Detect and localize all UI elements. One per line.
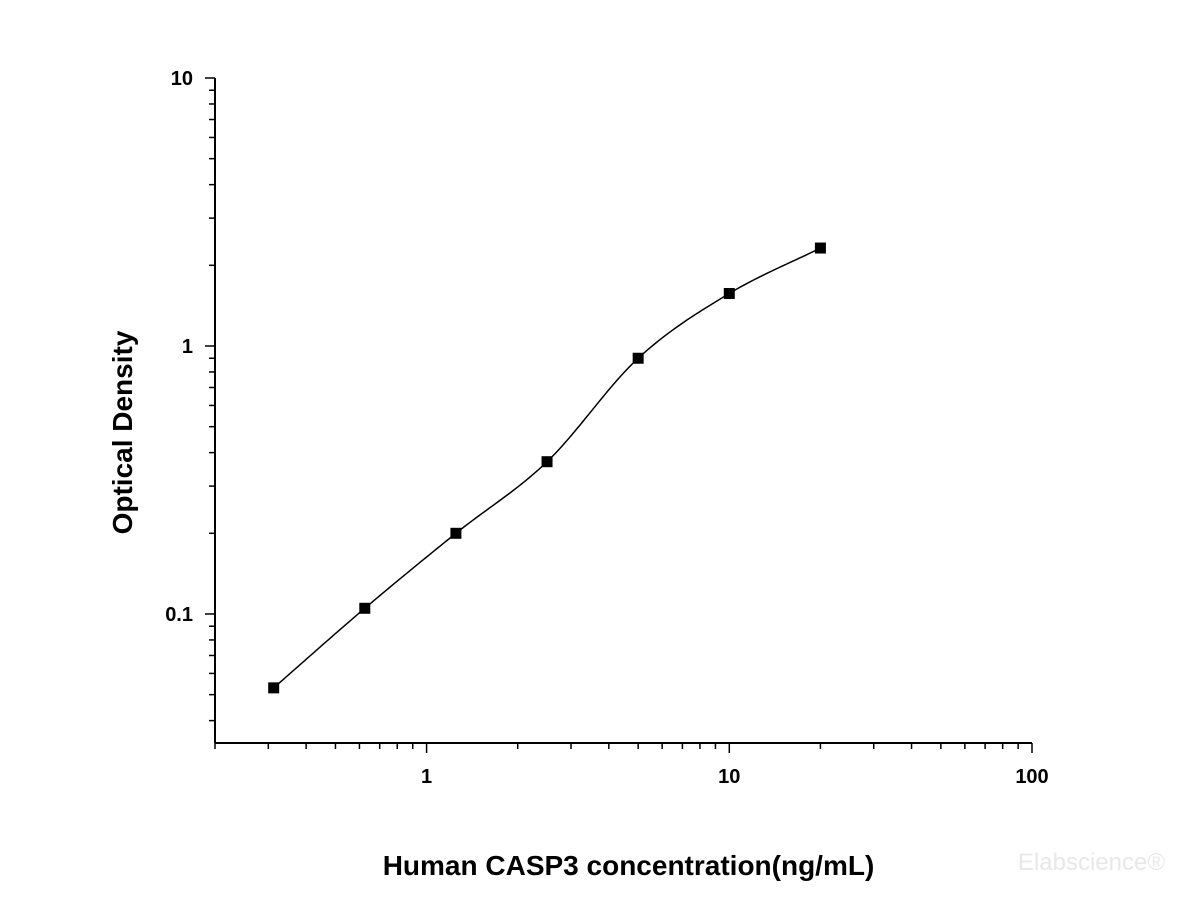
x-tick-label: 10: [718, 766, 740, 788]
x-axis-ticks: 1 10 100: [214, 743, 1049, 788]
data-point: [359, 602, 371, 614]
fit-curve-group: [273, 247, 821, 689]
data-point: [632, 352, 644, 364]
y-axis-title: Optical Density: [107, 330, 138, 534]
data-point: [450, 527, 462, 539]
data-point: [268, 682, 280, 694]
watermark-logo: Elabscience®: [1018, 849, 1165, 876]
fit-curve: [273, 247, 821, 689]
data-points: [268, 242, 826, 694]
data-point: [814, 242, 826, 254]
data-point: [723, 287, 735, 299]
y-tick-label: 1: [182, 336, 193, 358]
x-axis-title: Human CASP3 concentration(ng/mL): [383, 850, 875, 881]
x-tick-label: 100: [1015, 766, 1048, 788]
y-tick-label: 0.1: [165, 604, 193, 626]
data-point: [541, 456, 553, 468]
x-tick-label: 1: [421, 766, 432, 788]
axes: [214, 78, 1032, 744]
y-tick-label: 10: [171, 68, 193, 90]
y-axis-ticks: 0.1 1 10: [165, 68, 215, 722]
